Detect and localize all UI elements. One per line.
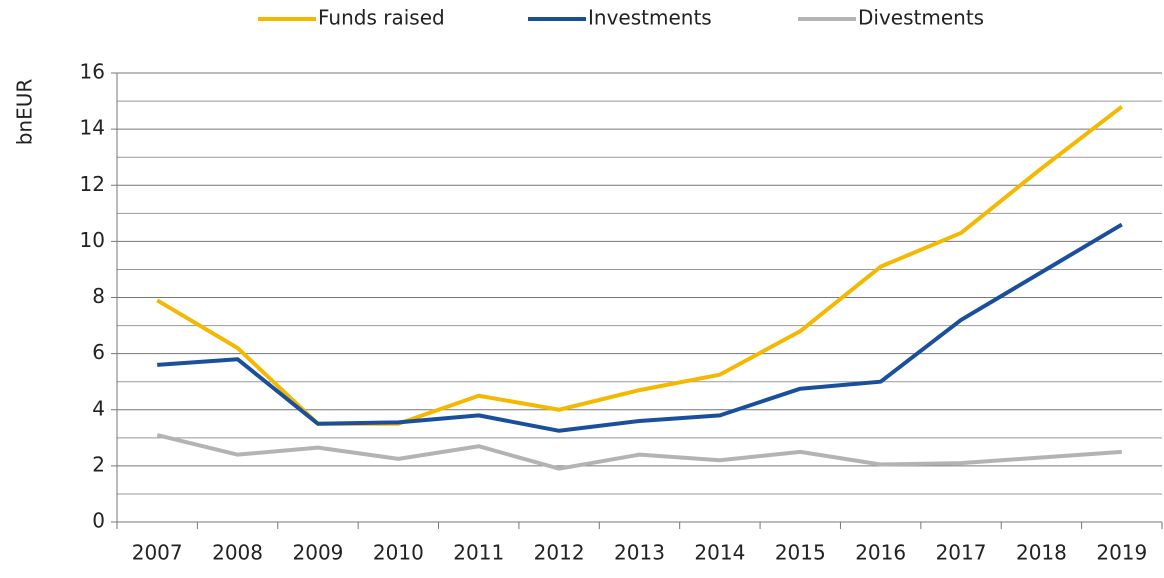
y-tick-label: 4 bbox=[92, 396, 105, 420]
legend-label: Divestments bbox=[858, 6, 984, 30]
y-tick-label: 10 bbox=[80, 228, 105, 252]
x-tick-label: 2018 bbox=[1016, 541, 1067, 565]
x-tick-label: 2013 bbox=[614, 541, 665, 565]
x-tick-label: 2015 bbox=[775, 541, 826, 565]
x-tick-label: 2017 bbox=[936, 541, 987, 565]
y-tick-label: 12 bbox=[80, 172, 105, 196]
x-tick-label: 2014 bbox=[694, 541, 745, 565]
x-tick-label: 2009 bbox=[293, 541, 344, 565]
legend-label: Funds raised bbox=[318, 6, 445, 30]
y-axis-label: bnEUR bbox=[13, 79, 37, 146]
x-tick-label: 2007 bbox=[132, 541, 183, 565]
series-line bbox=[156, 433, 1122, 471]
y-tick-label: 2 bbox=[92, 452, 105, 476]
x-tick-label: 2019 bbox=[1096, 541, 1147, 565]
series-line bbox=[156, 105, 1124, 426]
y-tick-label: 6 bbox=[92, 340, 105, 364]
x-tick-label: 2012 bbox=[534, 541, 585, 565]
y-tick-label: 16 bbox=[80, 60, 105, 84]
x-tick-label: 2008 bbox=[212, 541, 263, 565]
x-tick-label: 2016 bbox=[855, 541, 906, 565]
series-line bbox=[157, 222, 1123, 433]
y-tick-label: 8 bbox=[92, 284, 105, 308]
x-tick-label: 2011 bbox=[453, 541, 504, 565]
y-tick-label: 0 bbox=[92, 509, 105, 533]
y-tick-label: 14 bbox=[80, 116, 105, 140]
legend-label: Investments bbox=[588, 6, 712, 30]
x-tick-label: 2010 bbox=[373, 541, 424, 565]
